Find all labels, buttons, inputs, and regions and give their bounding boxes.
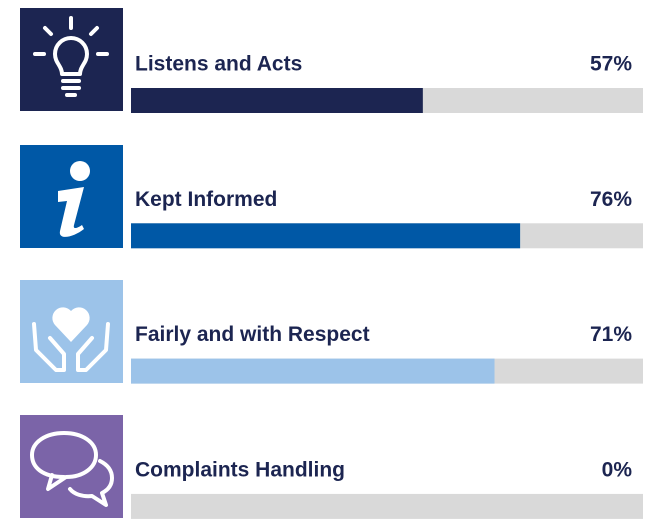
category-label: Fairly and with Respect	[135, 323, 370, 346]
value-label: 76%	[590, 188, 632, 211]
heart-hands-icon	[20, 280, 123, 383]
speech-bubbles-icon	[20, 415, 123, 518]
value-label: 0%	[602, 458, 633, 481]
category-label: Complaints Handling	[135, 458, 345, 481]
bar	[131, 223, 521, 249]
lightbulb-icon	[20, 8, 123, 111]
bar	[131, 88, 423, 113]
info-icon	[20, 145, 123, 248]
value-label: 57%	[590, 53, 632, 76]
category-label: Listens and Acts	[135, 53, 302, 76]
bar	[131, 358, 495, 384]
category-label: Kept Informed	[135, 188, 277, 211]
bar-track	[131, 493, 643, 519]
value-label: 71%	[590, 323, 632, 346]
